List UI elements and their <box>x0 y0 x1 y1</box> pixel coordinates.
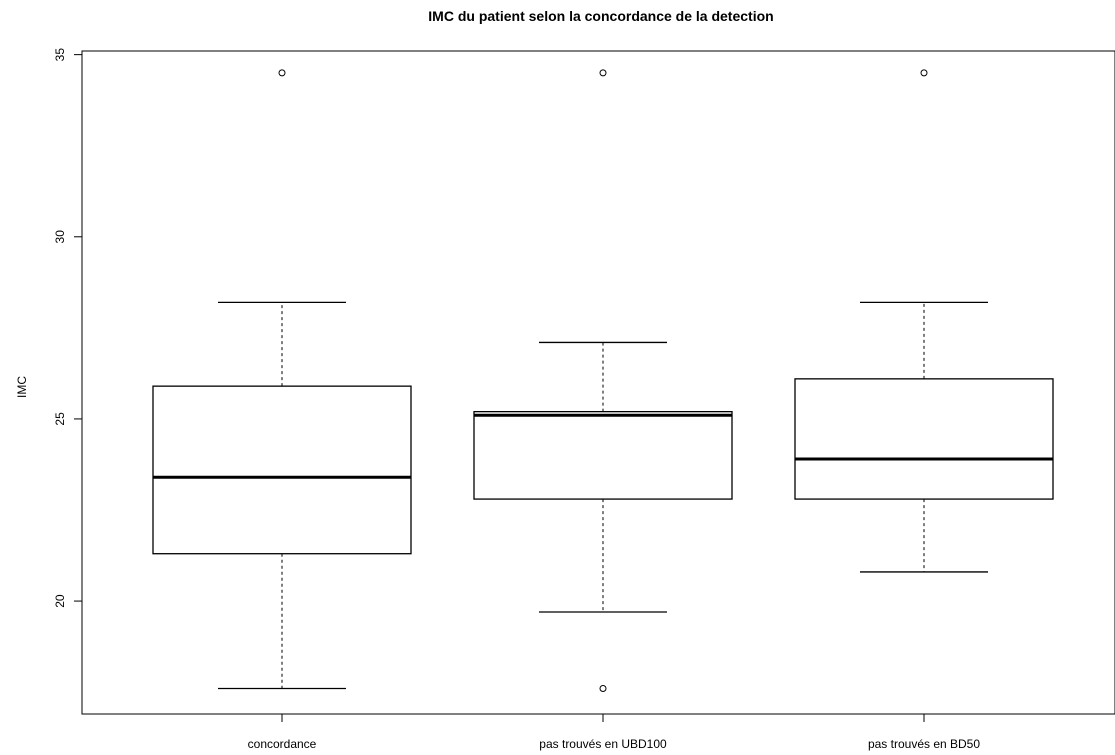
y-tick-label: 20 <box>53 594 67 608</box>
y-tick-label: 25 <box>53 412 67 426</box>
y-axis: 20 25 30 35 <box>53 48 83 608</box>
outlier-point <box>599 69 607 77</box>
x-axis: concordance pas trouvés en UBD100 pas trou… <box>248 713 980 751</box>
box-iqr <box>473 410 733 500</box>
boxes-layer <box>152 69 1054 692</box>
box-group <box>794 69 1054 573</box>
y-axis-label: IMC <box>15 376 29 398</box>
x-tick-label: concordance <box>248 737 317 751</box>
outlier-point <box>920 69 928 77</box>
chart-title: IMC du patient selon la concordance de l… <box>428 8 773 24</box>
box-group <box>473 69 733 692</box>
x-tick-label: pas trouvés en UBD100 <box>539 737 667 751</box>
x-tick-label: pas trouvés en BD50 <box>868 737 980 751</box>
y-tick-label: 30 <box>53 230 67 244</box>
y-tick-label: 35 <box>53 48 67 62</box>
box-iqr <box>794 378 1054 500</box>
outlier-point <box>278 69 286 77</box>
box-iqr <box>152 385 412 555</box>
box-group <box>152 69 412 690</box>
outlier-point <box>599 685 607 692</box>
